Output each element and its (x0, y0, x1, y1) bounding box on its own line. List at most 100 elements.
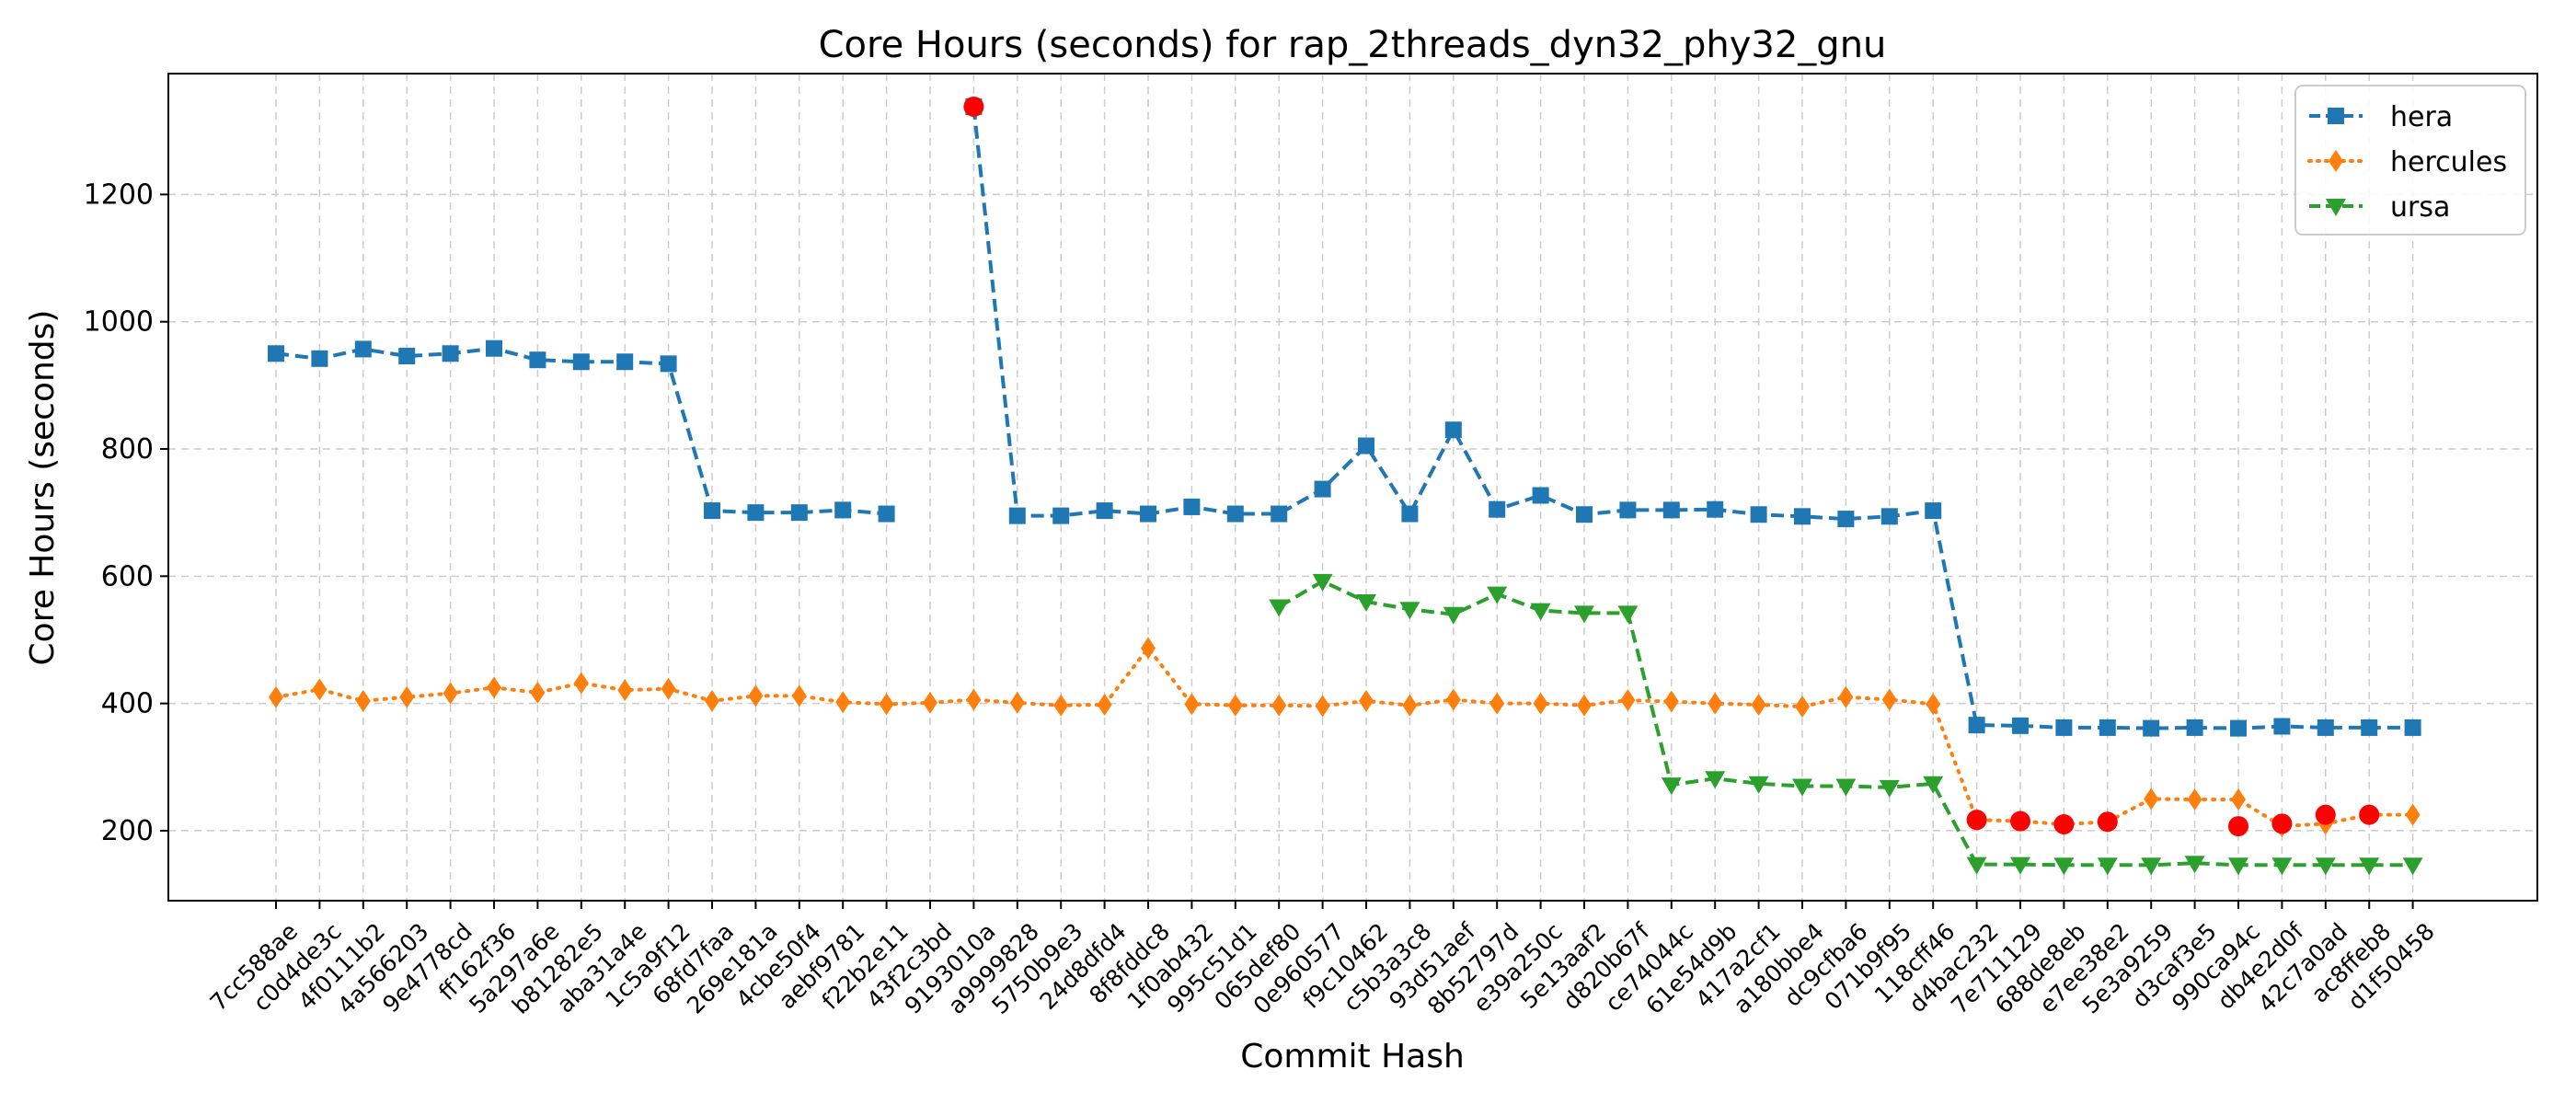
y-tick-label: 600 (101, 560, 154, 592)
data-point-hercules (355, 689, 371, 712)
series-layer (268, 98, 2423, 876)
x-axis-label: Commit Hash (1240, 1038, 1465, 1075)
data-point-hercules (835, 691, 851, 714)
data-point-hercules (791, 684, 807, 707)
data-point-hercules (2187, 788, 2202, 811)
data-point-hercules (1184, 693, 1200, 716)
data-point-hercules (617, 679, 633, 702)
data-point-hercules (487, 676, 501, 699)
highlighted-point (2315, 804, 2336, 825)
x-axis-ticks: 7cc588aec0d4de3c4f0111b24a5662039e4778cd… (205, 901, 2440, 1019)
highlighted-point (963, 96, 984, 117)
data-point-hera (1619, 501, 1637, 519)
data-point-hera (1794, 508, 1811, 525)
data-point-hera (1925, 502, 1942, 520)
data-point-hera (2012, 717, 2029, 734)
data-point-ursa (2010, 857, 2030, 875)
series-hercules (269, 637, 2421, 838)
data-point-hercules (269, 685, 283, 708)
data-point-hera (354, 340, 372, 358)
data-point-hera (1532, 487, 1549, 504)
data-point-ursa (2271, 857, 2293, 876)
data-point-hera (529, 351, 546, 369)
data-point-hercules (1708, 692, 1723, 715)
data-point-ursa (2402, 857, 2423, 876)
data-point-hercules (1053, 694, 1069, 717)
data-point-hera (704, 502, 720, 520)
y-tick-label: 800 (101, 433, 154, 466)
data-point-ursa (2053, 857, 2075, 876)
data-point-hercules (966, 688, 982, 711)
data-point-hercules (1359, 689, 1374, 712)
data-point-hera (1750, 506, 1767, 523)
data-point-hercules (2231, 788, 2246, 811)
data-point-hera (311, 350, 328, 367)
highlighted-point (2097, 811, 2118, 833)
data-point-ursa (1356, 593, 1376, 612)
data-point-ursa (1748, 776, 1769, 794)
data-point-hera (2317, 719, 2334, 736)
data-point-ursa (1617, 605, 1639, 624)
y-axis-ticks: 200 400 600 800 1000 1200 (84, 178, 168, 847)
data-point-hera (268, 345, 284, 362)
series-line-hercules (274, 645, 2415, 829)
data-point-hercules (1838, 685, 1854, 708)
data-point-hercules (923, 691, 937, 714)
data-point-hera (1489, 500, 1506, 518)
data-point-hercules (1097, 694, 1112, 717)
data-point-hera (1358, 437, 1374, 454)
data-point-hera (398, 348, 416, 365)
data-point-ursa (1835, 778, 1857, 797)
legend-marker (2326, 199, 2346, 216)
chart-title: Core Hours (seconds) for rap_2threads_dy… (819, 24, 1887, 66)
data-point-hera (790, 504, 808, 522)
data-point-ursa (1923, 776, 1944, 794)
data-point-hera (2404, 719, 2421, 736)
data-point-hercules (1663, 690, 1679, 713)
data-point-ursa (2359, 857, 2380, 876)
data-point-ursa (2141, 857, 2162, 876)
data-point-hera (660, 355, 677, 373)
data-point-hera (2230, 719, 2247, 737)
legend: hera hercules ursa (2294, 85, 2526, 236)
data-point-hercules (573, 672, 589, 695)
data-point-hera (1226, 505, 1244, 523)
data-point-hera (1707, 500, 1724, 518)
data-point-hercules (1795, 696, 1810, 719)
data-point-hercules (1227, 694, 1243, 717)
data-point-hera (1183, 498, 1201, 515)
data-point-hera (442, 345, 459, 362)
highlight-layer (963, 96, 2380, 837)
data-point-hera (1401, 505, 1419, 523)
data-point-ursa (1966, 857, 1987, 875)
data-point-hera (1576, 506, 1593, 523)
legend-item-hercules: hercules (2307, 146, 2507, 178)
data-point-hera (834, 501, 852, 519)
data-point-hercules (1402, 694, 1418, 717)
data-point-ursa (1661, 777, 1682, 796)
data-point-hera (2099, 719, 2116, 736)
data-point-hercules (443, 682, 458, 705)
data-point-hera (1880, 508, 1898, 525)
legend-item-hera: hera (2309, 101, 2453, 133)
data-point-hercules (879, 693, 894, 716)
legend-marker (2329, 150, 2343, 172)
data-point-hera (486, 339, 502, 357)
data-point-hera (572, 353, 590, 371)
data-point-hera (616, 353, 634, 371)
data-point-ursa (1705, 771, 1726, 789)
highlighted-point (2359, 804, 2380, 825)
data-point-ursa (1312, 573, 1333, 592)
series-line-hera (972, 106, 2413, 730)
data-point-ursa (2184, 856, 2205, 874)
data-point-ursa (1487, 586, 1508, 604)
series-hera (268, 98, 2421, 737)
data-point-ursa (1269, 599, 1290, 617)
data-point-hera (1662, 501, 1680, 519)
data-point-hera (1314, 480, 1331, 498)
data-point-hercules (1141, 637, 1156, 660)
data-point-ursa (1574, 605, 1594, 624)
data-point-ursa (1792, 778, 1812, 797)
data-point-hercules (1881, 688, 1897, 711)
data-point-hera (747, 504, 765, 522)
